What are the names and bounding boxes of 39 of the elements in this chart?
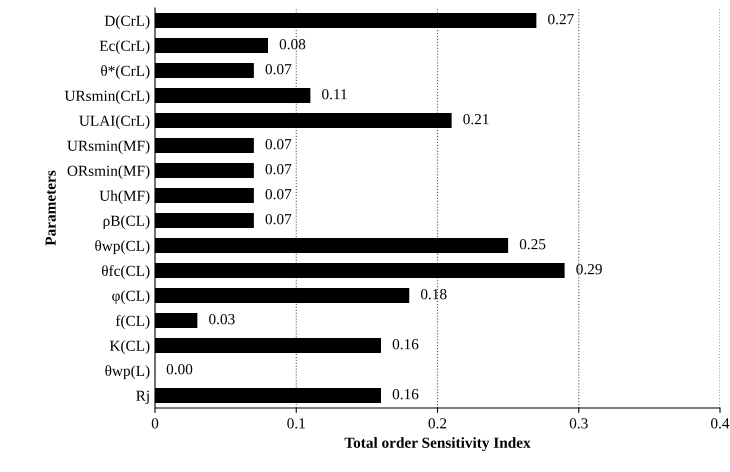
- y-tick-label: f(CL): [116, 315, 150, 330]
- data-label: 0.27: [548, 14, 574, 24]
- x-tick-label: 0: [152, 418, 158, 428]
- data-label: 0.00: [166, 364, 192, 374]
- data-label: 0.08: [280, 39, 306, 50]
- data-label: 0.21: [463, 114, 489, 124]
- x-axis-title: Total order Sensitivity Index: [344, 437, 531, 452]
- data-label: 0.07: [266, 214, 292, 224]
- data-label: 0.18: [420, 289, 447, 300]
- y-axis-title: Parameters: [46, 170, 56, 246]
- y-tick-label: Uh(MF): [100, 190, 150, 204]
- data-label: 0.03: [209, 314, 235, 324]
- data-label: 0.07: [266, 64, 292, 74]
- data-label: 0.25: [520, 239, 546, 250]
- x-tick-label: 0.2: [428, 418, 446, 429]
- x-tick-label: 0.3: [570, 418, 588, 429]
- y-tick-label: ρB(CL): [104, 215, 150, 230]
- y-tick-label: Rj: [136, 390, 149, 404]
- y-tick-label: D(CrL): [104, 15, 150, 30]
- data-label: 0.16: [392, 389, 418, 400]
- y-tick-label: φ(CL): [112, 290, 150, 304]
- y-tick-label: θfc(CL): [102, 265, 150, 280]
- y-tick-label: K(CL): [110, 340, 150, 354]
- data-label: 0.07: [266, 189, 292, 200]
- y-tick-label: ULAI(CrL): [79, 115, 150, 130]
- data-label: 0.29: [576, 264, 602, 274]
- data-label: 0.07: [266, 164, 292, 174]
- y-tick-label: URsmin(MF): [67, 140, 150, 154]
- data-label: 0.11: [322, 89, 347, 100]
- x-tick-label: 0.4: [711, 418, 730, 429]
- y-tick-label: θwp(L): [105, 365, 150, 380]
- y-tick-label: Ec(CrL): [100, 40, 150, 54]
- data-label: 0.07: [266, 139, 292, 150]
- y-tick-label: URsmin(CrL): [64, 90, 150, 104]
- data-label: 0.16: [392, 339, 418, 350]
- x-tick-label: 0.1: [287, 418, 305, 429]
- y-tick-label: ORsmin(MF): [68, 165, 150, 180]
- y-tick-label: θwp(CL): [95, 240, 150, 254]
- y-tick-label: θ*(CrL): [101, 65, 150, 80]
